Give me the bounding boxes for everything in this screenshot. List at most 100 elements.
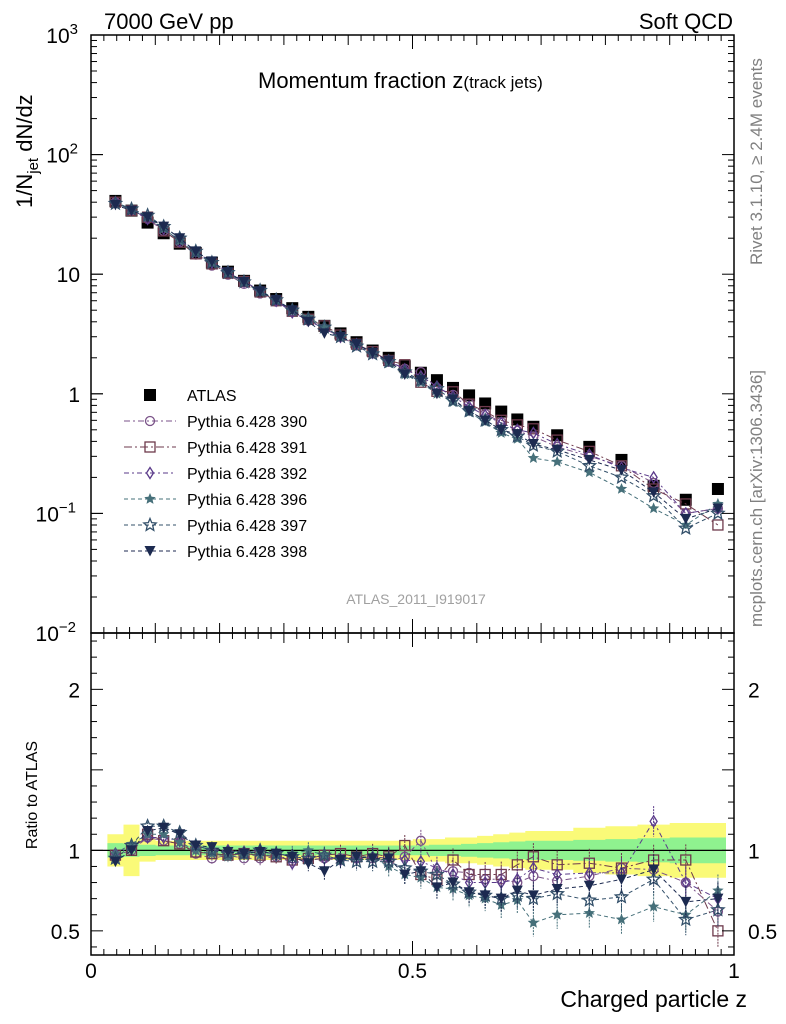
data-point-6-19 xyxy=(415,375,427,386)
main-panel-marks xyxy=(107,194,726,535)
header-energy: 7000 GeV pp xyxy=(104,9,234,34)
plot-title-sub: (track jets) xyxy=(463,73,542,92)
ratio-panel-marks xyxy=(107,806,726,947)
ratio-point-4-28 xyxy=(581,892,598,907)
ratio-point-0-19 xyxy=(415,835,427,846)
data-point-0-32 xyxy=(711,482,724,495)
data-point-4-29 xyxy=(615,483,628,494)
ratio-y-tick-label-right: 2 xyxy=(748,679,760,702)
ratio-point-5-16 xyxy=(367,853,379,864)
data-point-6-3 xyxy=(158,221,170,233)
data-point-6-15 xyxy=(351,339,363,350)
data-point-6-28 xyxy=(583,454,595,466)
ratio-point-5-15 xyxy=(351,851,363,863)
data-point-6-14 xyxy=(334,331,346,343)
ratio-point-5-21 xyxy=(447,877,459,889)
data-point-6-31 xyxy=(680,513,692,525)
legend-label: Pythia 6.428 391 xyxy=(187,440,307,457)
data-point-6-1 xyxy=(126,205,138,217)
ratio-point-5-14 xyxy=(334,855,346,866)
data-point-3-30 xyxy=(649,470,658,485)
data-point-6-17 xyxy=(383,355,395,366)
ratio-point-3-27 xyxy=(551,908,563,920)
legend-marker-0 xyxy=(144,389,156,401)
y-tick-label: 10−1 xyxy=(36,499,76,526)
ratio-point-5-0 xyxy=(109,856,121,868)
ratio-point-5-10 xyxy=(270,848,282,860)
legend-marker-1 xyxy=(144,415,156,427)
data-point-6-4 xyxy=(174,233,186,244)
ratio-point-5-1 xyxy=(126,845,138,856)
ratio-point-5-12 xyxy=(302,858,314,869)
data-point-5-28 xyxy=(581,457,598,473)
ratio-point-3-3 xyxy=(158,828,170,840)
data-point-5-30 xyxy=(645,487,662,503)
ratio-point-2-24 xyxy=(496,875,506,890)
header-process: Soft QCD xyxy=(639,9,733,34)
data-point-6-27 xyxy=(551,444,563,456)
ratio-point-5-22 xyxy=(463,887,475,898)
y-tick-label-base: 10 xyxy=(46,25,69,48)
legend-marker-4 xyxy=(144,493,156,504)
y-tick-label-base: 10 xyxy=(46,145,69,168)
analysis-id: ATLAS_2011_I919017 xyxy=(346,591,486,607)
ratio-point-5-23 xyxy=(479,890,491,901)
data-point-0-31 xyxy=(679,493,692,506)
y-tick-label-base: 10 xyxy=(36,503,59,526)
data-point-6-7 xyxy=(222,267,234,278)
series-6 xyxy=(109,199,724,525)
legend-marker-3 xyxy=(145,466,155,480)
y-tick-label: 10 xyxy=(57,264,80,287)
data-point-6-5 xyxy=(190,246,202,257)
ratio-point-2-26 xyxy=(529,861,538,875)
mcplots-label: mcplots.cern.ch [arXiv:1306.3436] xyxy=(747,370,766,627)
ratio-uncertainty-bands xyxy=(91,823,734,878)
ratio-y-tick-label-right: 1 xyxy=(748,840,760,863)
data-point-6-30 xyxy=(648,487,660,498)
legend-entry-4: Pythia 6.428 396 xyxy=(124,492,307,509)
data-point-6-12 xyxy=(302,316,314,328)
series-line-6 xyxy=(115,204,719,520)
data-point-0-24 xyxy=(495,405,508,418)
x-axis-label: Charged particle z xyxy=(560,986,747,1012)
y-tick-label-exponent: 3 xyxy=(70,21,78,38)
ratio-point-5-11 xyxy=(286,851,298,863)
x-tick-label: 0.5 xyxy=(398,960,427,983)
data-point-6-18 xyxy=(399,369,411,381)
ratio-point-4-13 xyxy=(316,847,333,862)
legend-entry-3: Pythia 6.428 392 xyxy=(124,466,307,483)
data-point-4-26 xyxy=(527,452,540,463)
y-tick-label: 1 xyxy=(68,384,80,407)
ratio-point-3-26 xyxy=(527,916,540,928)
plot-title-main: Momentum fraction z xyxy=(258,68,463,93)
data-point-6-0 xyxy=(109,199,121,211)
data-point-4-31 xyxy=(680,519,692,530)
plot-title: Momentum fraction z(track jets) xyxy=(258,68,543,93)
ratio-point-3-28 xyxy=(583,907,595,918)
ratio-point-5-9 xyxy=(254,846,266,858)
ratio-y-tick-label-right: 0.5 xyxy=(748,921,777,944)
y-tick-label: 10−2 xyxy=(36,619,76,646)
data-point-6-32 xyxy=(712,503,724,514)
ratio-point-5-5 xyxy=(190,840,202,852)
ratio-point-5-24 xyxy=(495,893,507,905)
y-tick-label: 103 xyxy=(46,21,78,48)
ratio-point-5-25 xyxy=(511,885,523,897)
ratio-y-tick-label-left: 1 xyxy=(68,840,80,863)
ratio-point-5-27 xyxy=(551,883,563,895)
ratio-point-5-20 xyxy=(431,882,443,893)
data-point-6-22 xyxy=(463,405,475,417)
ratio-frame xyxy=(90,632,735,956)
y-tick-label: 102 xyxy=(46,141,78,168)
legend-label: Pythia 6.428 396 xyxy=(187,492,307,509)
legend-marker-2 xyxy=(144,441,156,453)
data-point-5-29 xyxy=(613,469,630,485)
ratio-point-2-30 xyxy=(649,814,658,829)
data-point-6-11 xyxy=(286,305,298,316)
ratio-series-5 xyxy=(109,822,724,918)
series-line-3 xyxy=(115,201,718,514)
ratio-point-3-30 xyxy=(647,900,660,912)
ratio-point-3-17 xyxy=(383,860,395,872)
y-tick-label-exponent: 2 xyxy=(70,141,78,158)
